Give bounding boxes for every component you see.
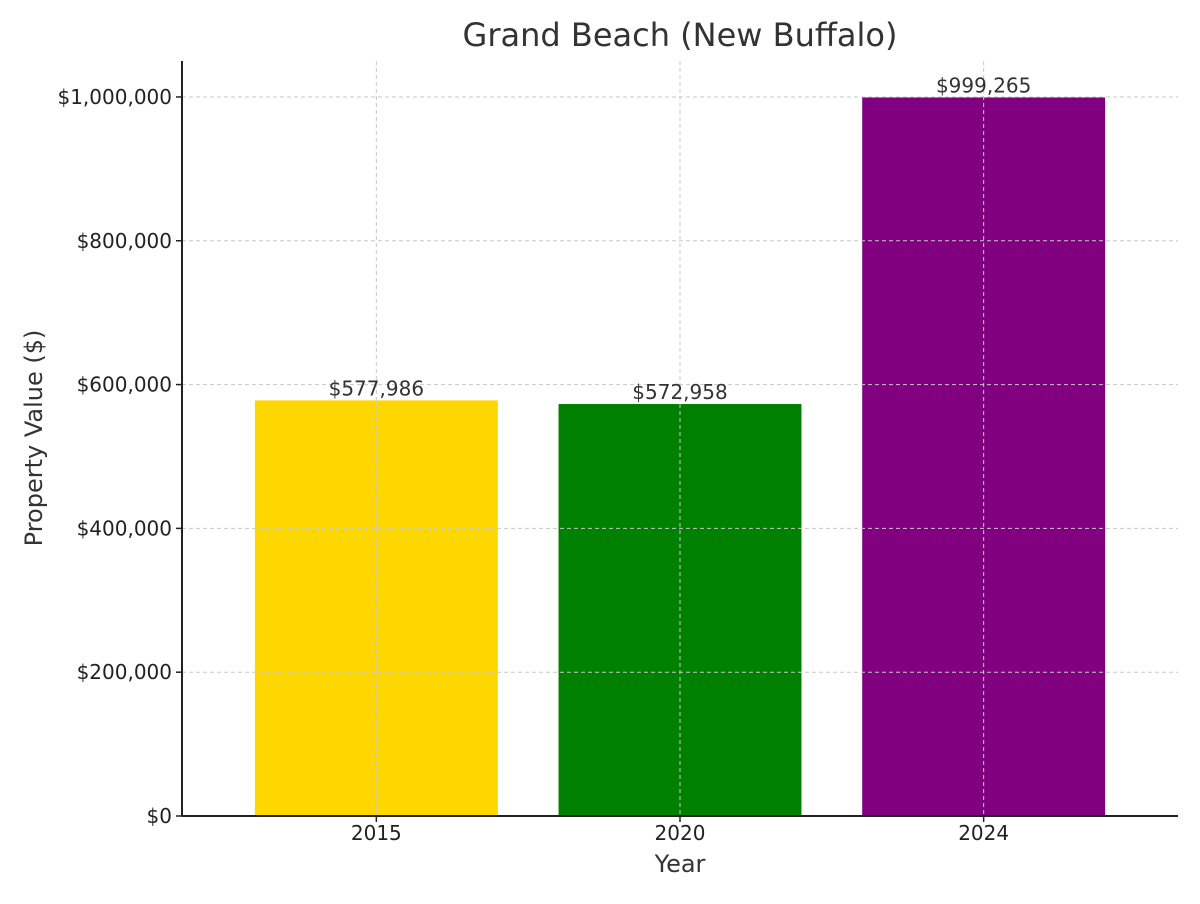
x-tick-label: 2015 (351, 821, 402, 845)
x-tick-label: 2024 (958, 821, 1009, 845)
y-tick-label: $200,000 (77, 660, 172, 684)
y-axis-label: Property Value ($) (20, 330, 48, 547)
data-label: $577,986 (329, 376, 424, 400)
chart-title: Grand Beach (New Buffalo) (463, 16, 898, 54)
x-axis-label: Year (654, 850, 706, 878)
data-label: $572,958 (632, 380, 727, 404)
y-tick-label: $800,000 (77, 229, 172, 253)
y-tick-label: $600,000 (77, 373, 172, 397)
data-label: $999,265 (936, 73, 1031, 97)
labels: $0 $200,000 $400,000 $600,000 $800,000 $1,000… (57, 73, 1031, 845)
y-tick-label: $1,000,000 (57, 85, 172, 109)
x-tick-label: 2020 (655, 821, 706, 845)
y-tick-label: $0 (147, 804, 172, 828)
axes (176, 61, 1178, 822)
y-tick-label: $400,000 (77, 516, 172, 540)
